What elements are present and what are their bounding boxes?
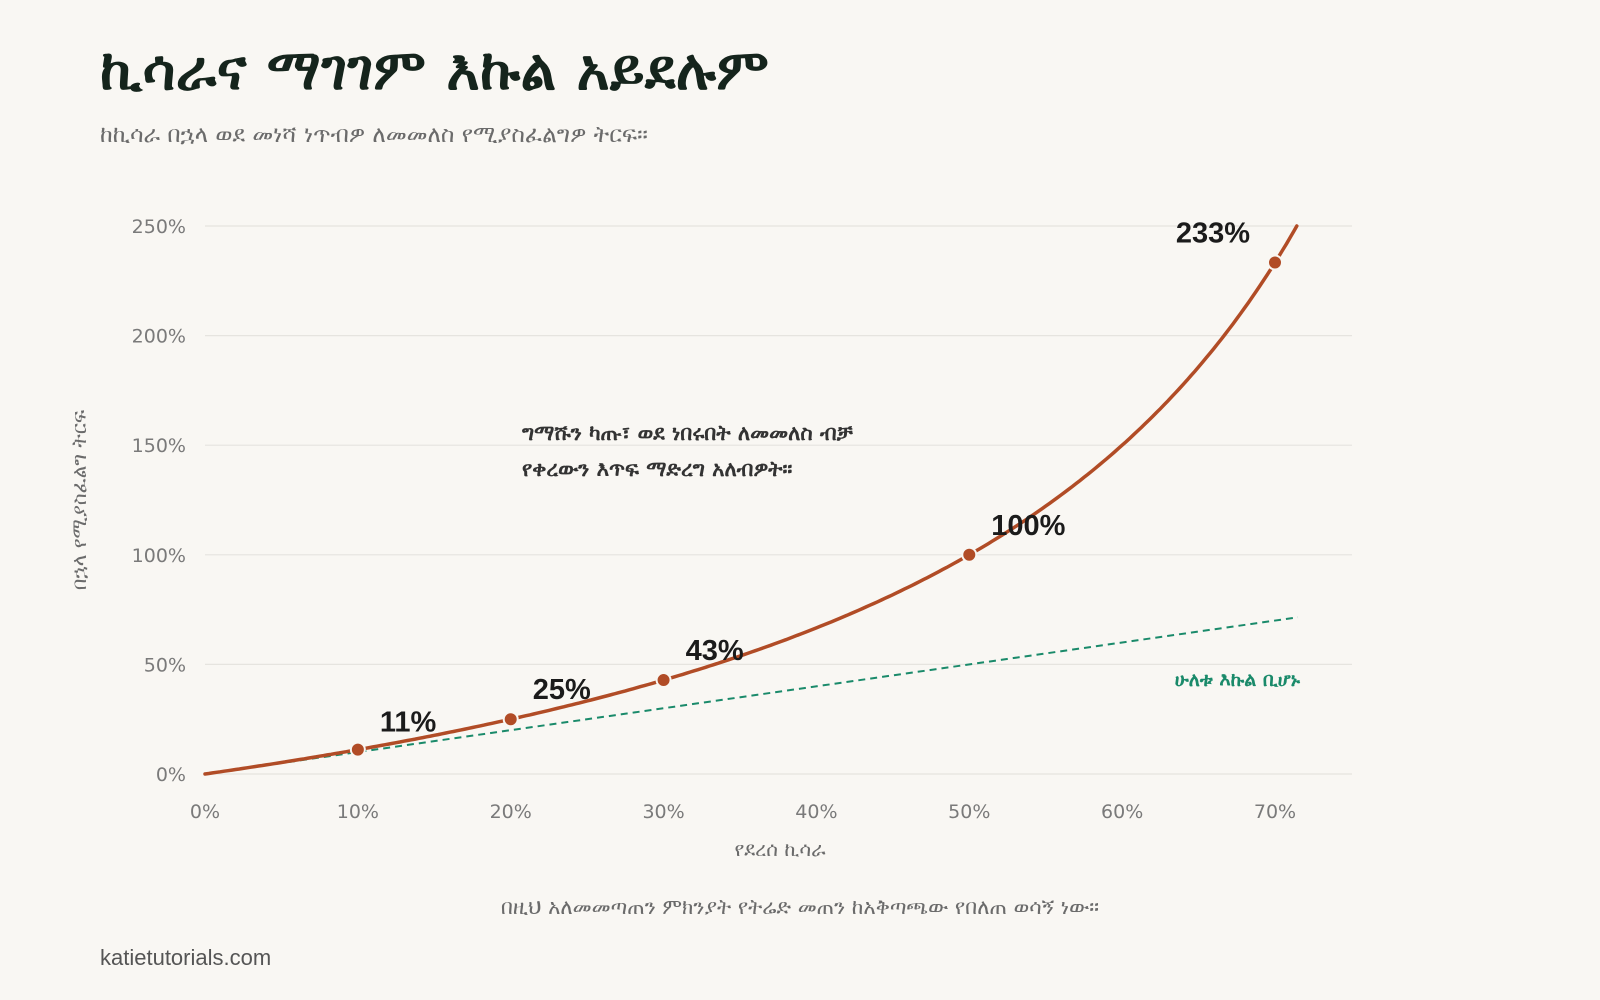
data-labels: 11% 25% 43% 100% 233% [380,218,1250,739]
data-point [1267,254,1283,271]
footer-note: በዚህ አለመመጣጠን ምክንያት የትሬድ መጠን ከአቅጣጫው የበለጠ ወ… [500,895,1100,919]
y-axis-label: በኋላ የሚያስፈልግ ትርፍ [67,409,91,590]
source-credit: katietutorials.com [100,945,272,970]
x-tick-label: 40% [795,801,837,823]
data-point [961,546,978,563]
data-label: 25% [533,674,591,706]
y-tick-label: 0% [156,764,186,786]
x-tick-label: 70% [1254,801,1296,823]
x-axis-ticks: 0% 10% 20% 30% 40% 50% 60% 70% [190,801,1296,823]
y-tick-label: 100% [132,545,186,567]
grid-lines [205,225,1352,775]
data-points [349,254,1283,758]
y-tick-label: 150% [132,435,186,457]
data-point [502,711,519,728]
y-tick-label: 200% [132,326,186,348]
data-point [349,741,366,758]
x-axis-label: የደረሰ ኪሳራ [734,837,826,861]
x-tick-label: 30% [642,801,684,823]
data-label: 11% [380,707,437,739]
y-tick-label: 50% [144,654,186,676]
data-label: 43% [686,635,744,667]
annotation-line-1: ግማሹን ካጡ፣ ወደ ነበሩበት ለመመለስ ብቻ [522,421,854,445]
chart-subtitle: ከኪሳራ በኋላ ወደ መነሻ ነጥብዎ ለመመለስ የሚያስፈልግዎ ትርፍ። [100,122,648,148]
annotation-line-2: የቀረውን እጥፍ ማድረግ አለብዎት። [522,457,792,481]
x-tick-label: 50% [948,801,990,823]
y-axis-ticks: 0% 50% 100% 150% 200% 250% [132,216,186,786]
y-tick-label: 250% [132,216,186,238]
annotation-text: ግማሹን ካጡ፣ ወደ ነበሩበት ለመመለስ ብቻ የቀረውን እጥፍ ማድረ… [522,421,860,481]
data-label: 100% [991,510,1065,542]
x-tick-label: 0% [190,801,220,823]
recovery-curve [203,224,1299,776]
chart-title: ኪሳራና ማገገም እኩል አይደሉም [100,38,770,103]
data-point [655,672,672,689]
x-tick-label: 60% [1101,801,1143,823]
x-tick-label: 10% [337,801,379,823]
x-tick-label: 20% [490,801,532,823]
reference-line-label: ሁለቱ እኩል ቢሆኑ [1175,669,1301,691]
reference-line [204,616,1299,775]
data-label: 233% [1176,218,1250,250]
